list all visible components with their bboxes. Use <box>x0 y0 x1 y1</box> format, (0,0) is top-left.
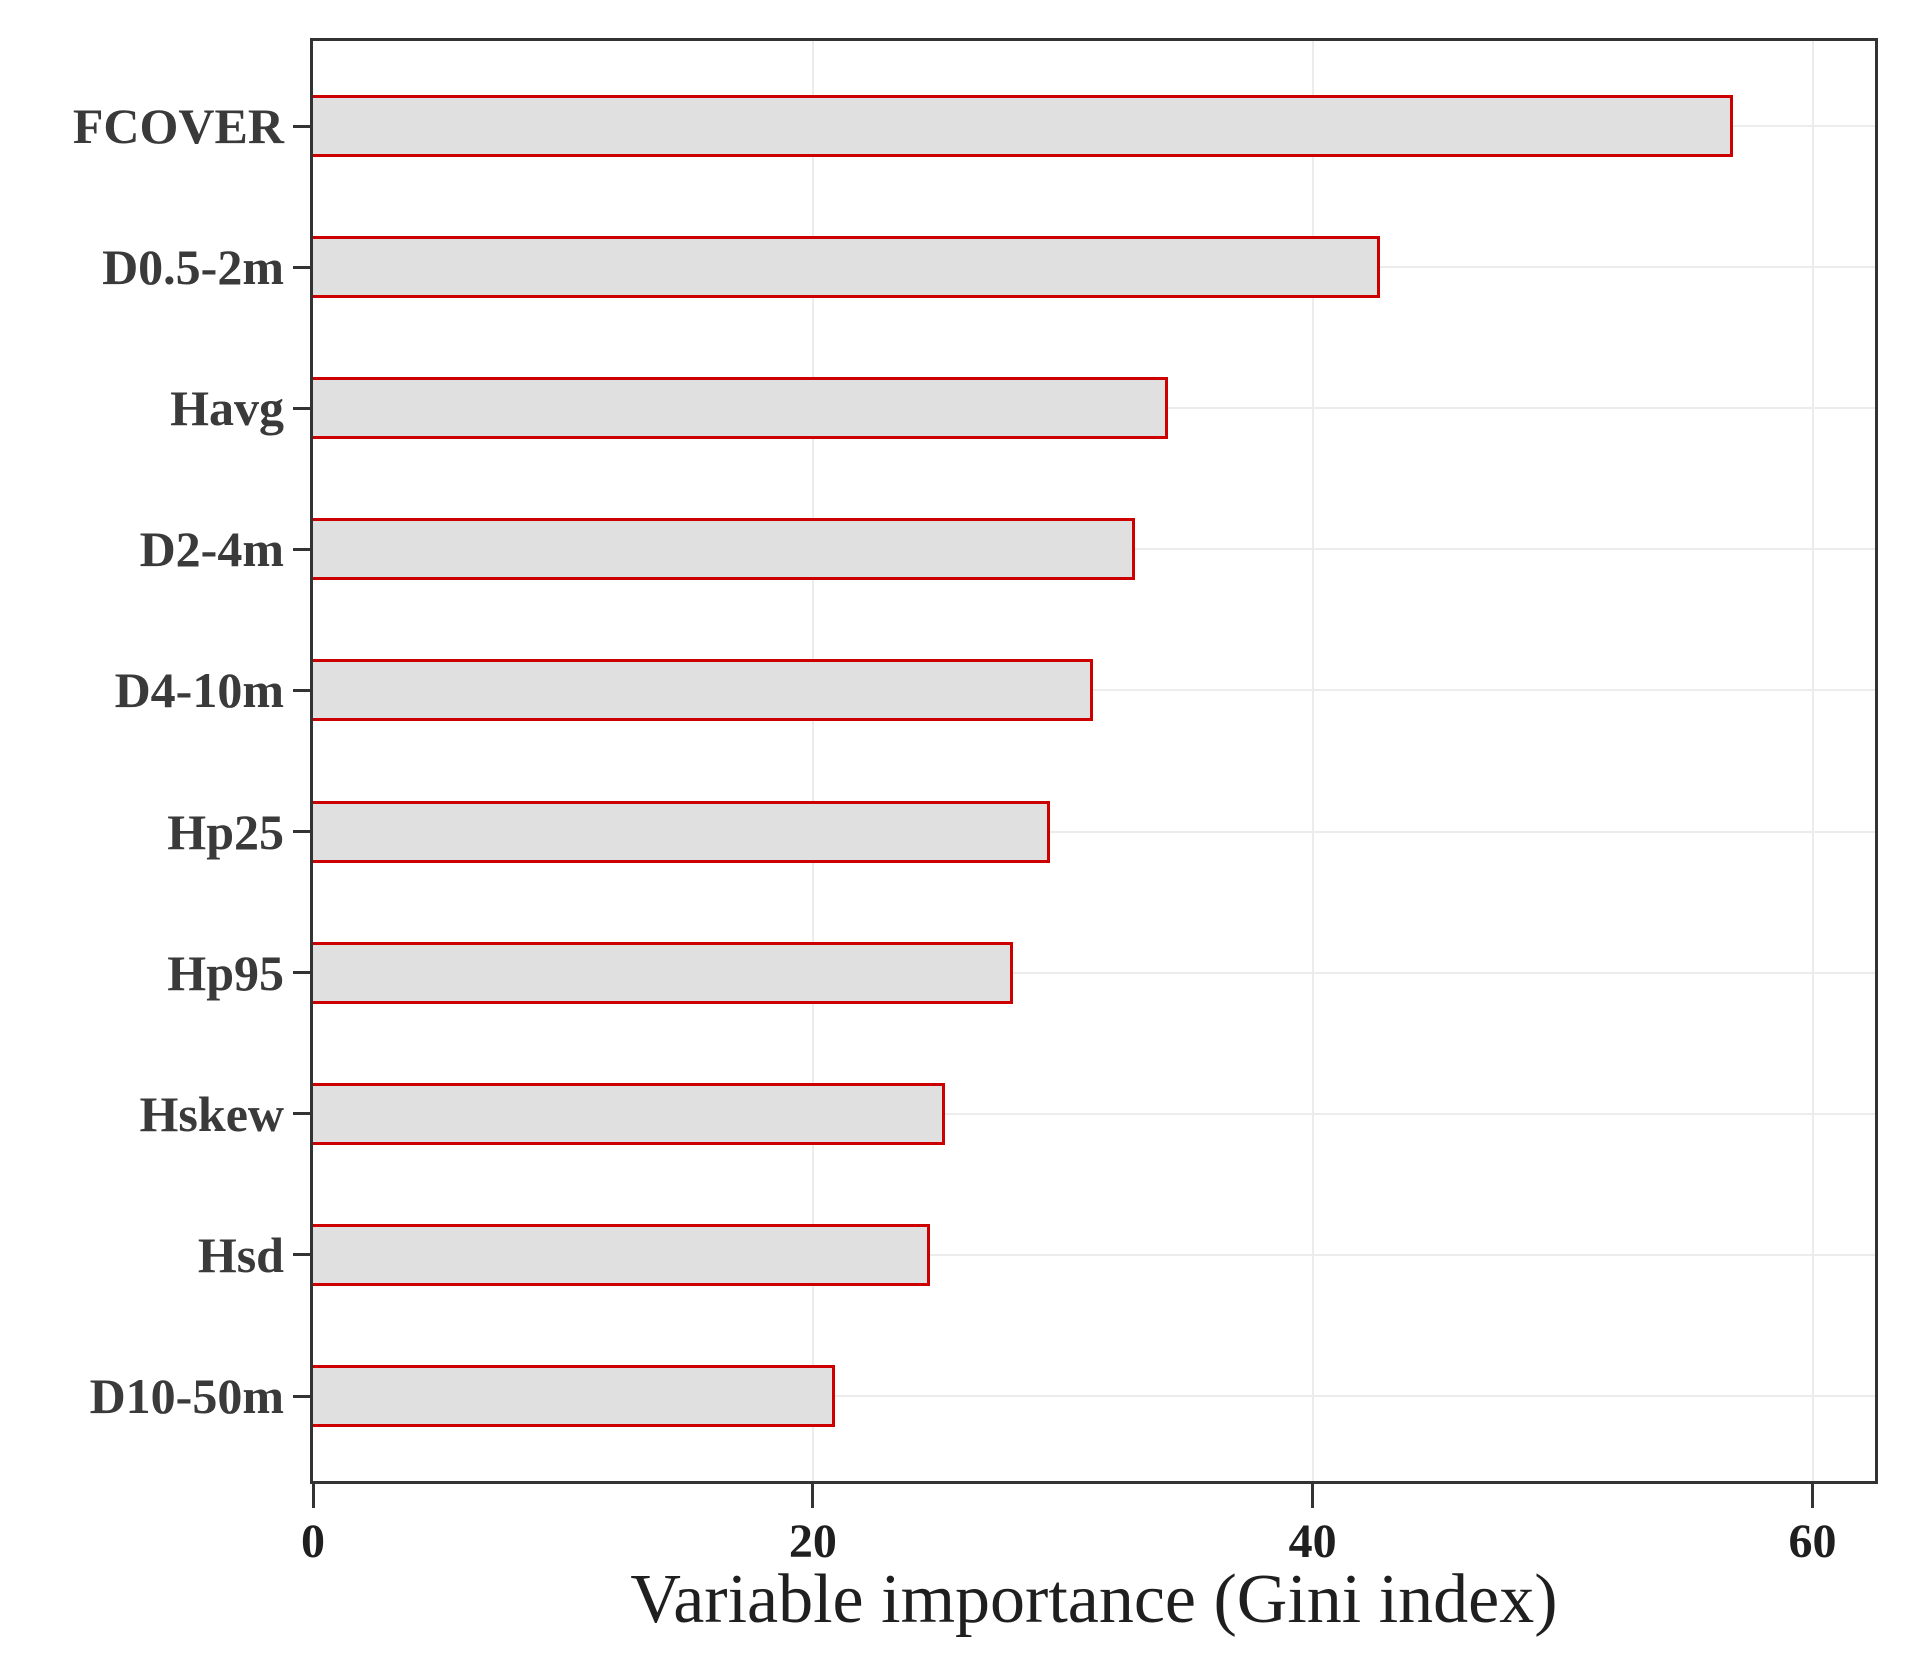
y-tick-d2-4m <box>293 547 310 551</box>
y-gridline-hskew <box>313 1112 1875 1115</box>
y-tick-hskew <box>293 1112 310 1116</box>
bar-hp95 <box>313 941 1013 1004</box>
y-tick-havg <box>293 406 310 410</box>
y-axis-label-d10-50m: D10-50m <box>89 1368 284 1424</box>
bar-d2-4m <box>313 518 1136 581</box>
y-axis-label-havg: Havg <box>170 380 284 437</box>
x-tick-60 <box>1811 1484 1815 1508</box>
y-tick-hp95 <box>293 971 310 975</box>
y-tick-d10-50m <box>293 1394 310 1398</box>
x-tick-40 <box>1311 1484 1315 1508</box>
bar-hp25 <box>313 800 1051 863</box>
bar-hskew <box>313 1082 946 1145</box>
x-tick-20 <box>811 1484 815 1508</box>
y-tick-hp25 <box>293 830 310 834</box>
x-gridline-60 <box>1811 41 1814 1481</box>
x-tick-label-40: 40 <box>1288 1515 1337 1568</box>
y-axis-label-d2-4m: D2-4m <box>139 521 284 578</box>
x-gridline-40 <box>1311 41 1314 1481</box>
y-axis-label-d4-10m: D4-10m <box>114 662 284 719</box>
y-tick-d0-5-2m <box>293 265 310 269</box>
y-axis-label-hsd: Hsd <box>197 1226 284 1283</box>
y-gridline-hsd <box>313 1253 1875 1256</box>
bar-fcover <box>313 95 1733 157</box>
y-axis-label-hp95: Hp95 <box>167 944 284 1001</box>
x-tick-label-60: 60 <box>1788 1515 1837 1568</box>
bar-havg <box>313 377 1168 440</box>
y-tick-hsd <box>293 1253 310 1257</box>
x-tick-label-0: 0 <box>301 1515 325 1568</box>
plot-area <box>310 38 1878 1484</box>
y-gridline-d10-50m <box>313 1395 1875 1397</box>
bar-d0-5-2m <box>313 236 1381 299</box>
y-axis-label-fcover: FCOVER <box>72 98 284 154</box>
y-tick-fcover <box>293 124 310 128</box>
y-gridline-d4-10m <box>313 689 1875 692</box>
y-axis-label-hskew: Hskew <box>139 1085 284 1142</box>
y-tick-d4-10m <box>293 688 310 692</box>
bar-d10-50m <box>313 1365 836 1427</box>
y-axis-label-hp25: Hp25 <box>167 803 284 860</box>
bar-d4-10m <box>313 659 1093 722</box>
y-axis-label-d0-5-2m: D0.5-2m <box>102 239 284 296</box>
x-axis-title: Variable importance (Gini index) <box>630 1561 1558 1638</box>
x-tick-label-20: 20 <box>788 1515 837 1568</box>
x-gridline-20 <box>811 41 814 1481</box>
y-gridline-hp95 <box>313 971 1875 974</box>
x-tick-0 <box>311 1484 315 1508</box>
y-gridline-hp25 <box>313 830 1875 833</box>
bar-hsd <box>313 1223 931 1286</box>
